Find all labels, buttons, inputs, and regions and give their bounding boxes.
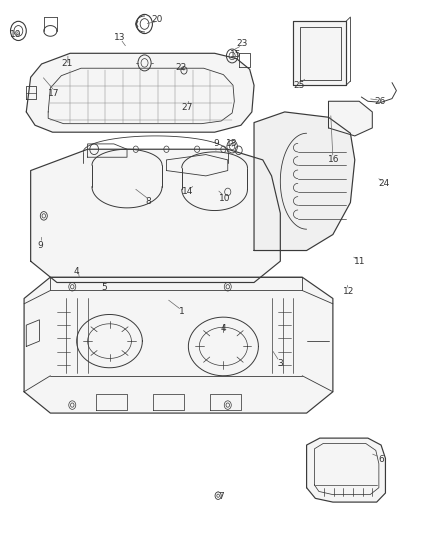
Text: 26: 26	[374, 97, 386, 106]
Text: 23: 23	[237, 39, 248, 48]
Text: 19: 19	[10, 30, 21, 38]
Polygon shape	[26, 53, 254, 132]
Polygon shape	[328, 101, 372, 136]
Text: 4: 4	[74, 268, 79, 276]
Text: 13: 13	[114, 33, 125, 42]
Text: 20: 20	[151, 15, 162, 24]
Polygon shape	[24, 277, 333, 413]
Polygon shape	[254, 112, 355, 251]
Text: 17: 17	[48, 89, 60, 98]
Text: 24: 24	[378, 180, 390, 188]
Text: 4: 4	[221, 325, 226, 333]
Text: 15: 15	[230, 50, 241, 59]
Text: 14: 14	[182, 188, 193, 196]
Text: 27: 27	[182, 103, 193, 112]
Text: 8: 8	[145, 197, 151, 206]
Text: 22: 22	[175, 63, 187, 72]
Text: 25: 25	[293, 81, 305, 90]
Text: 11: 11	[354, 257, 366, 265]
Text: 1: 1	[179, 308, 185, 316]
Text: 16: 16	[328, 156, 339, 164]
Text: 9: 9	[213, 140, 219, 148]
Text: 6: 6	[378, 455, 384, 464]
Text: 18: 18	[226, 140, 237, 148]
Text: 21: 21	[61, 60, 73, 68]
Text: 10: 10	[219, 194, 230, 203]
Text: 9: 9	[38, 241, 44, 249]
Text: 3: 3	[277, 359, 283, 368]
Polygon shape	[31, 149, 280, 282]
Text: 5: 5	[101, 284, 107, 292]
Text: 7: 7	[218, 492, 224, 501]
Polygon shape	[293, 21, 346, 85]
Text: 12: 12	[343, 287, 355, 295]
Polygon shape	[307, 438, 385, 502]
